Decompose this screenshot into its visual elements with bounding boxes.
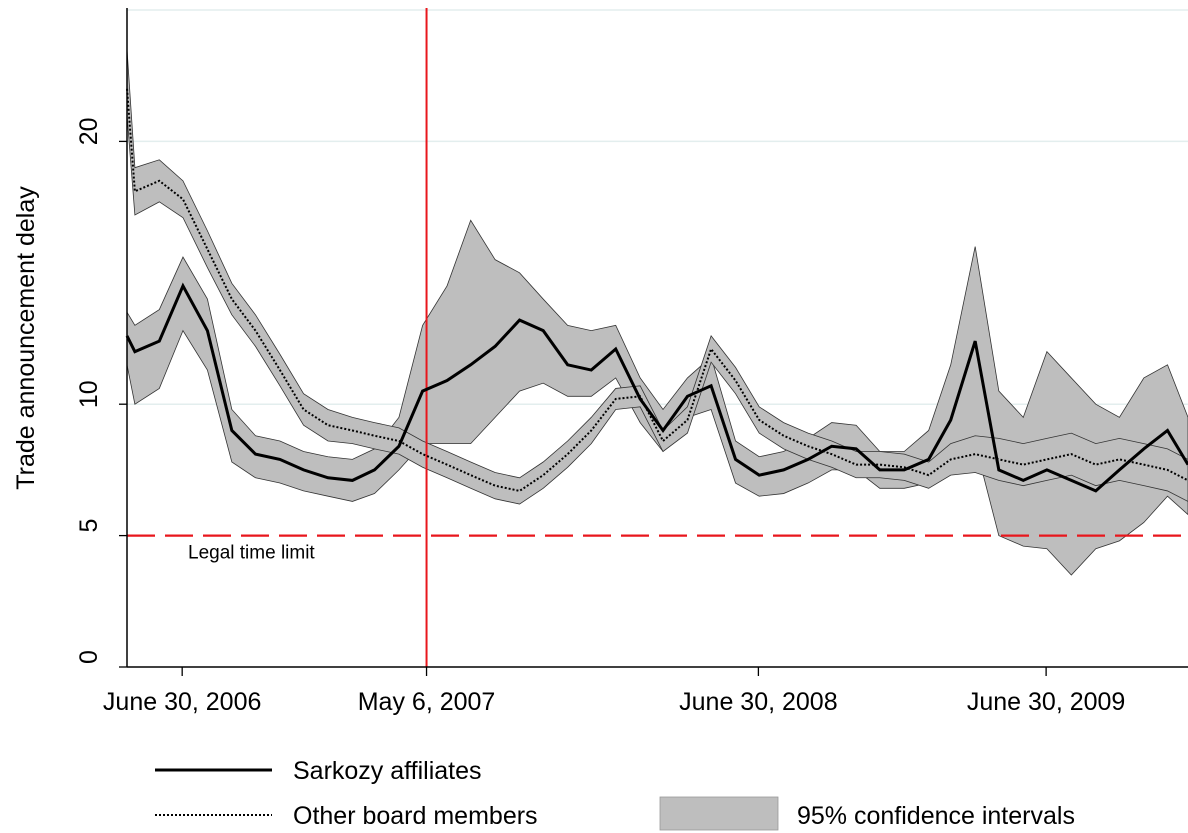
confidence-band bbox=[126, 219, 1188, 576]
confidence-band bbox=[126, 49, 1188, 505]
y-tick-label: 20 bbox=[75, 117, 103, 145]
x-tick-label: June 30, 2008 bbox=[679, 688, 837, 716]
legend-label: Other board members bbox=[293, 802, 538, 830]
legend-swatch bbox=[659, 796, 779, 831]
x-tick-label: June 30, 2009 bbox=[967, 688, 1125, 716]
y-tick-label: 5 bbox=[75, 519, 103, 533]
annotation: Legal time limit bbox=[188, 543, 315, 564]
x-tick-label: June 30, 2006 bbox=[103, 688, 261, 716]
series-line bbox=[125, 282, 1188, 493]
legend-label: Sarkozy affiliates bbox=[293, 757, 482, 785]
y-axis-label: Trade announcement delay bbox=[12, 186, 40, 490]
y-tick-label: 10 bbox=[75, 380, 103, 408]
x-tick-label: May 6, 2007 bbox=[358, 688, 496, 716]
y-tick-label: 0 bbox=[75, 650, 103, 664]
legend-label: 95% confidence intervals bbox=[797, 802, 1075, 830]
